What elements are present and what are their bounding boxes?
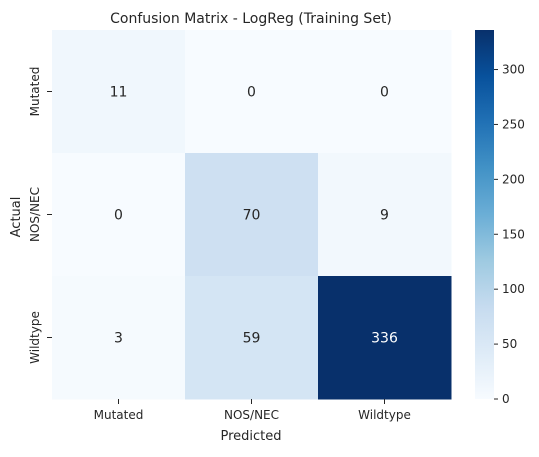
heatmap-cell <box>185 276 319 400</box>
heatmap-cell <box>52 30 186 154</box>
y-tick-label: Wildtype <box>28 311 42 364</box>
colorbar-ticks: 0 50 100 150 200 250 300 <box>494 63 525 406</box>
cell-value-label: 3 <box>114 331 123 347</box>
cell-value-label: 0 <box>114 208 123 224</box>
heatmap-cells <box>52 30 452 400</box>
colorbar-tick-label: 150 <box>502 227 525 241</box>
heatmap-cell <box>52 153 186 277</box>
heatmap-annotations: 11 0 0 0 70 9 3 59 336 <box>110 85 398 347</box>
heatmap-cell <box>52 276 186 400</box>
x-tick-label: NOS/NEC <box>224 408 279 422</box>
colorbar-tick-label: 300 <box>502 63 525 77</box>
colorbar-tick-label: 200 <box>502 172 525 186</box>
y-axis-label: Actual <box>9 197 24 238</box>
cell-value-label: 9 <box>380 208 389 224</box>
x-axis-ticks: Mutated NOS/NEC Wildtype <box>94 399 411 422</box>
heatmap-cell <box>318 30 452 154</box>
heatmap-cell <box>318 153 452 277</box>
chart-title: Confusion Matrix - LogReg (Training Set) <box>110 11 392 27</box>
y-tick-label: NOS/NEC <box>28 187 42 242</box>
x-tick-label: Wildtype <box>358 408 411 422</box>
cell-value-label: 59 <box>243 331 261 347</box>
y-tick-label: Mutated <box>28 67 42 117</box>
heatmap-cell <box>185 153 319 277</box>
colorbar-tick-label: 50 <box>502 337 517 351</box>
heatmap-cell <box>185 30 319 154</box>
colorbar-tick-label: 100 <box>502 282 525 296</box>
cell-value-label: 11 <box>110 85 128 101</box>
colorbar-tick-label: 250 <box>502 117 525 131</box>
heatmap-cell <box>318 276 452 400</box>
colorbar <box>475 30 494 399</box>
colorbar-tick-label: 0 <box>502 392 510 406</box>
cell-value-label: 336 <box>371 331 398 347</box>
y-axis-ticks: Mutated NOS/NEC Wildtype <box>28 67 52 364</box>
cell-value-label: 0 <box>247 85 256 101</box>
cell-value-label: 0 <box>380 85 389 101</box>
x-tick-label: Mutated <box>94 408 144 422</box>
cell-value-label: 70 <box>243 208 261 224</box>
x-axis-label: Predicted <box>220 429 281 444</box>
